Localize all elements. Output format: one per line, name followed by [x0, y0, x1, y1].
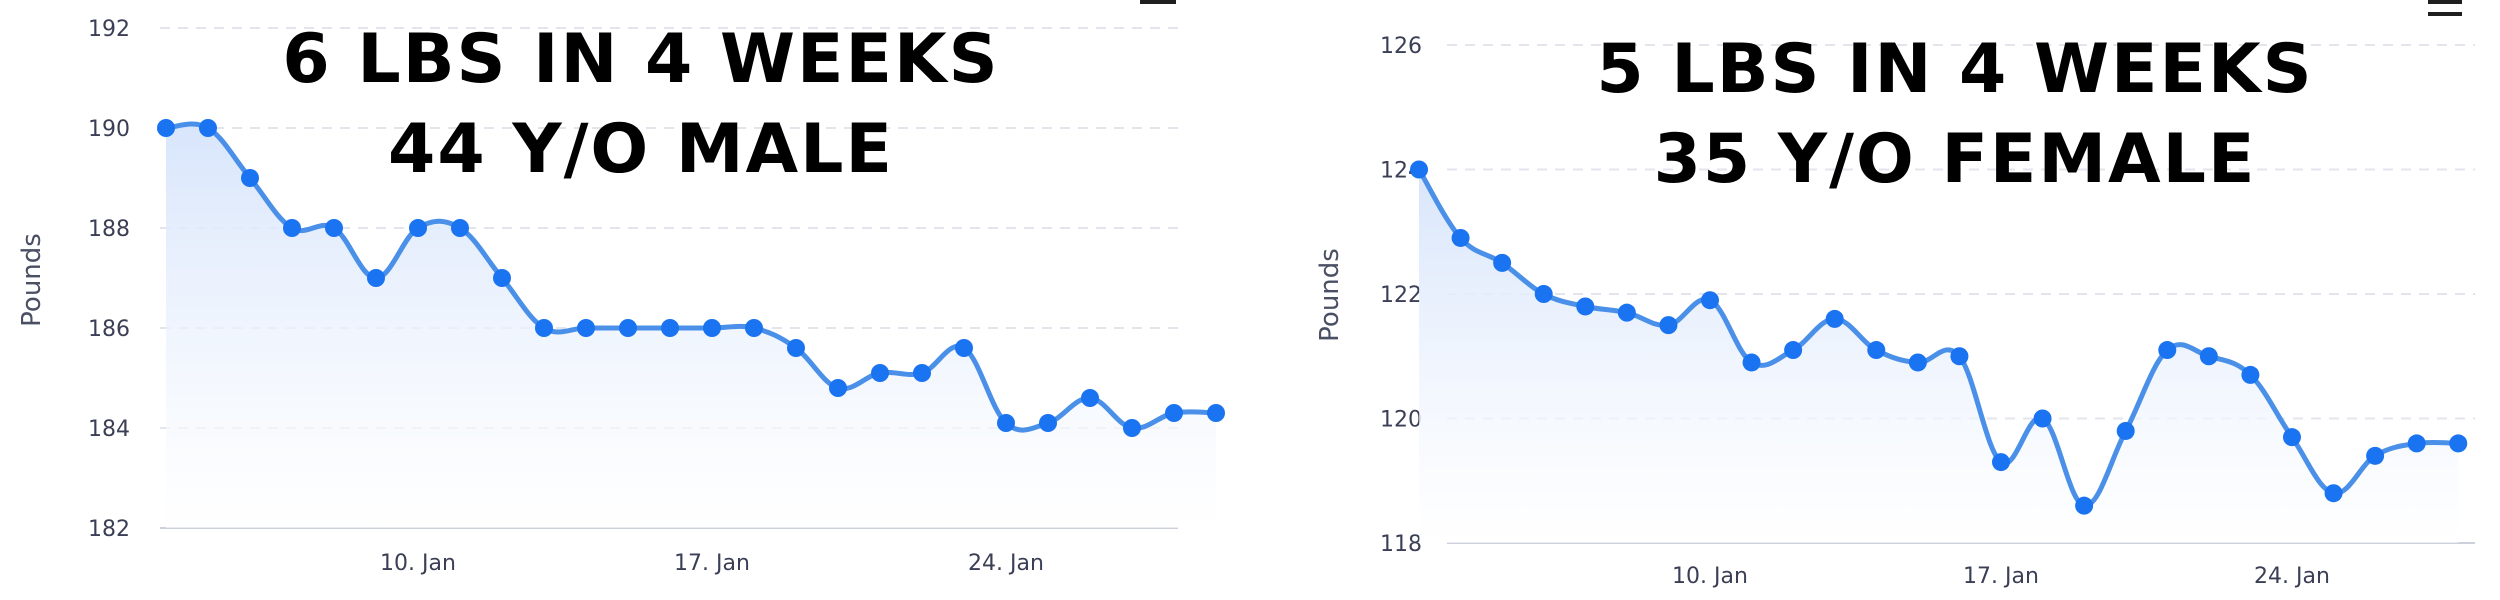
data-point[interactable] [1784, 341, 1803, 360]
data-point[interactable] [1534, 285, 1553, 303]
data-point[interactable] [1123, 419, 1141, 437]
menu-icon-bar [2428, 12, 2462, 16]
y-tick-label: 186 [88, 317, 130, 342]
y-axis-label: Pounds [17, 233, 47, 327]
series-area [1419, 169, 2459, 543]
data-point[interactable] [703, 319, 721, 337]
x-tick-label: 24. Jan [968, 551, 1044, 576]
data-point[interactable] [1576, 297, 1595, 316]
data-point[interactable] [1908, 353, 1927, 372]
headline-line-1: 5 LBS IN 4 WEEKS [1596, 30, 2313, 109]
x-tick-label: 10. Jan [380, 551, 456, 576]
data-point[interactable] [535, 319, 553, 337]
y-tick-label: 190 [88, 117, 130, 142]
menu-icon[interactable] [2428, 0, 2462, 4]
data-point[interactable] [2033, 409, 2052, 428]
data-point[interactable] [1950, 347, 1969, 366]
data-point[interactable] [1617, 303, 1636, 322]
data-point[interactable] [199, 119, 217, 137]
data-point[interactable] [325, 219, 343, 237]
data-point[interactable] [1493, 253, 1512, 272]
data-point[interactable] [1867, 341, 1886, 360]
data-point[interactable] [2158, 341, 2177, 360]
data-point[interactable] [1742, 353, 1761, 372]
y-tick-label: 184 [88, 417, 130, 442]
y-tick-label: 118 [1380, 532, 1422, 557]
data-point[interactable] [871, 364, 889, 382]
data-point[interactable] [2449, 434, 2468, 453]
data-point[interactable] [2366, 446, 2385, 465]
data-point[interactable] [2075, 496, 2094, 515]
data-point[interactable] [745, 319, 763, 337]
data-point[interactable] [661, 319, 679, 337]
data-point[interactable] [619, 319, 637, 337]
data-point[interactable] [2199, 347, 2218, 366]
data-point[interactable] [2407, 434, 2426, 453]
headline-line-2: 35 Y/O FEMALE [1654, 120, 2257, 199]
x-tick-label: 17. Jan [1963, 564, 2039, 589]
headline-line-1: 6 LBS IN 4 WEEKS [282, 20, 999, 99]
data-point[interactable] [1039, 414, 1057, 432]
y-axis-label: Pounds [1315, 248, 1345, 342]
data-point[interactable] [1165, 404, 1183, 422]
data-point[interactable] [955, 339, 973, 357]
x-tick-label: 17. Jan [674, 551, 750, 576]
data-point[interactable] [157, 119, 175, 137]
y-tick-label: 120 [1380, 408, 1422, 433]
data-point[interactable] [1659, 316, 1678, 335]
data-point[interactable] [577, 319, 595, 337]
y-tick-label: 126 [1380, 34, 1422, 59]
y-tick-label: 192 [88, 17, 130, 42]
menu-icon[interactable] [1140, 0, 1176, 4]
data-point[interactable] [913, 364, 931, 382]
data-point[interactable] [2324, 484, 2343, 503]
data-point[interactable] [1451, 228, 1470, 247]
data-point[interactable] [2241, 365, 2260, 384]
data-point[interactable] [493, 269, 511, 287]
y-tick-label: 188 [88, 217, 130, 242]
data-point[interactable] [997, 414, 1015, 432]
data-point[interactable] [829, 379, 847, 397]
y-tick-label: 122 [1380, 283, 1422, 308]
data-point[interactable] [1825, 309, 1844, 328]
data-point[interactable] [409, 219, 427, 237]
data-point[interactable] [241, 169, 259, 187]
data-point[interactable] [1081, 389, 1099, 407]
x-tick-label: 10. Jan [1672, 564, 1748, 589]
data-point[interactable] [787, 339, 805, 357]
data-point[interactable] [2116, 421, 2135, 440]
data-point[interactable] [2282, 428, 2301, 447]
data-point[interactable] [1991, 453, 2010, 472]
headline-line-2: 44 Y/O MALE [388, 110, 894, 189]
chart-panel-male: 182 184 186 188 190 192 10. Jan 17. Jan 24. Jan P… [17, 0, 1225, 576]
data-point[interactable] [1207, 404, 1225, 422]
y-tick-label: 182 [88, 517, 130, 542]
data-point[interactable] [1701, 291, 1719, 310]
data-point[interactable] [367, 269, 385, 287]
data-point[interactable] [451, 219, 469, 237]
data-point[interactable] [1410, 160, 1429, 179]
data-point[interactable] [283, 219, 301, 237]
x-tick-label: 24. Jan [2254, 564, 2330, 589]
